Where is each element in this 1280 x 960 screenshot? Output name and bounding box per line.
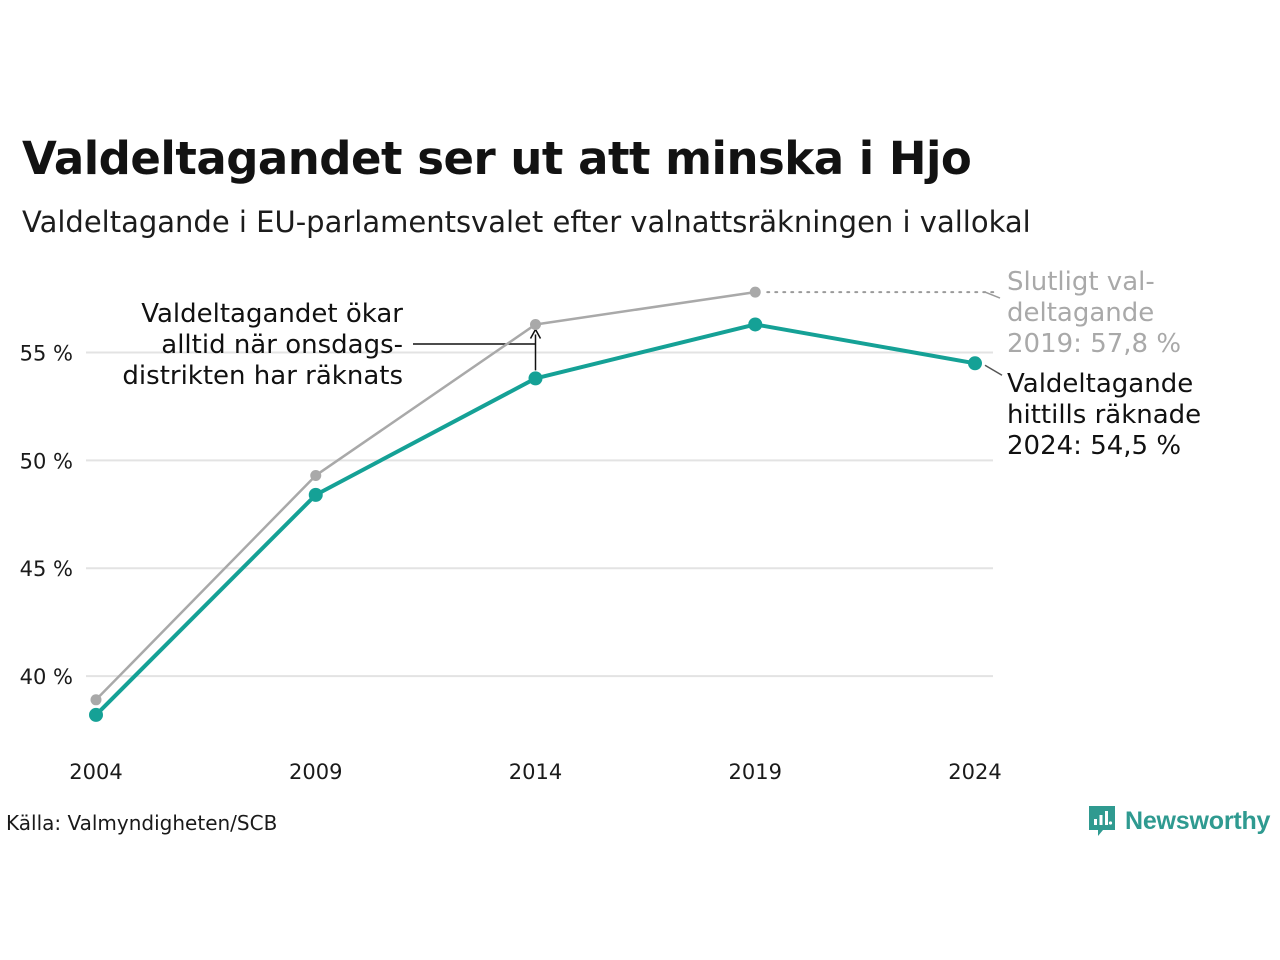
note-annotation: Valdeltagandet ökar alltid när onsdags-di…	[122, 299, 403, 391]
chart-title: Valdeltagandet ser ut att minska i Hjo	[22, 132, 972, 185]
series	[89, 286, 982, 722]
counted-series-point	[968, 356, 982, 371]
final-label-connector	[984, 291, 1001, 299]
counted-series-label: Valdeltagande hittills räknade 2024: 54,5 …	[1007, 369, 1201, 461]
y-axis-ticks: 40 % 45 % 50 % 55 %	[20, 342, 73, 690]
note-annotation-line: Valdeltagandet ökar	[141, 299, 403, 329]
final-series-line	[94, 290, 757, 702]
x-tick-label: 2024	[948, 760, 1001, 784]
counted-series-point	[308, 487, 323, 502]
note-annotation-line: alltid när onsdags-	[161, 330, 403, 360]
y-tick-label: 40 %	[20, 665, 73, 689]
x-tick-label: 2019	[729, 760, 782, 784]
counted-series-point	[528, 371, 543, 386]
x-tick-label: 2014	[509, 760, 562, 784]
annotation-labels: Valdeltagandet ökar alltid när onsdags-di…	[122, 267, 1201, 461]
annotation-lines	[413, 291, 1003, 376]
source-note: Källa: Valmyndigheten/SCB	[6, 811, 278, 835]
counted-series-label-line: hittills räknade	[1007, 400, 1201, 430]
brand-name: Newsworthy	[1125, 806, 1271, 835]
final-series-label-line: Slutligt val-	[1007, 267, 1155, 297]
final-series-point	[90, 694, 102, 706]
x-tick-label: 2004	[69, 760, 122, 784]
gridlines	[86, 351, 993, 678]
newsworthy-logo: Newsworthy	[1087, 804, 1270, 838]
final-series-point	[310, 469, 322, 481]
counted-series-point	[89, 707, 103, 722]
y-tick-label: 55 %	[20, 342, 73, 366]
final-series-label-line: 2019: 57,8 %	[1007, 329, 1181, 359]
note-annotation-line: distrikten har räknats	[122, 361, 403, 391]
chart-bubble-icon	[1089, 806, 1115, 836]
counted-label-connector	[984, 364, 1003, 376]
final-series-label: Slutligt val-deltagande 2019: 57,8 %	[1007, 267, 1181, 359]
final-series-point	[749, 286, 761, 298]
x-tick-label: 2009	[289, 760, 342, 784]
x-axis-ticks: 2004 2009 2014 2019 2024	[69, 760, 1001, 784]
counted-series-label-line: Valdeltagande	[1007, 369, 1193, 399]
final-series-point	[530, 318, 541, 330]
y-tick-label: 45 %	[20, 557, 73, 581]
y-tick-label: 50 %	[20, 449, 73, 473]
chart-subtitle: Valdeltagande i EU-parlamentsvalet efter…	[22, 205, 1031, 239]
final-series-label-line: deltagande	[1007, 298, 1154, 328]
counted-series-point	[748, 317, 763, 332]
counted-series-label-line: 2024: 54,5 %	[1007, 431, 1181, 461]
